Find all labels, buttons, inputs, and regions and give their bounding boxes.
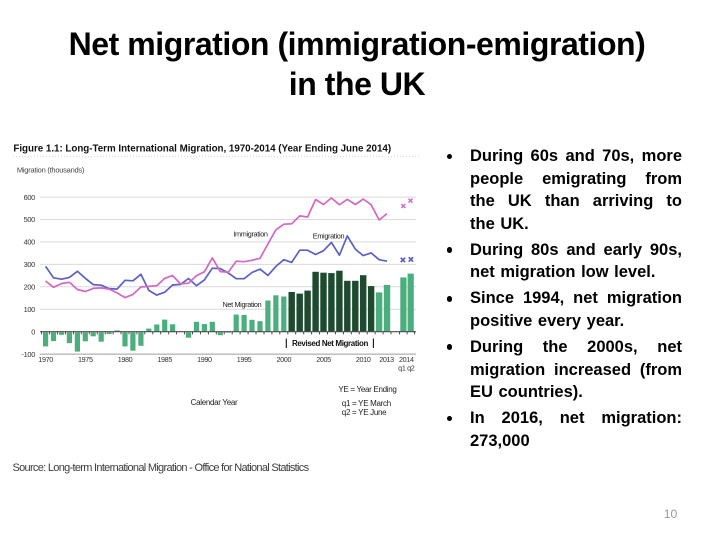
svg-text:400: 400 <box>24 238 36 247</box>
svg-text:Figure 1.1: Long-Term Internat: Figure 1.1: Long-Term International Migr… <box>13 143 391 154</box>
svg-text:q1 = YE March: q1 = YE March <box>342 399 391 408</box>
svg-text:Emigration: Emigration <box>313 231 345 240</box>
svg-text:200: 200 <box>24 283 36 292</box>
svg-text:Calendar Year: Calendar Year <box>191 398 238 407</box>
svg-text:1990: 1990 <box>197 355 212 364</box>
svg-text:100: 100 <box>24 305 36 314</box>
svg-text:2013: 2013 <box>379 355 394 364</box>
svg-text:1970: 1970 <box>38 355 53 364</box>
svg-text:2010: 2010 <box>356 355 371 364</box>
svg-text:0: 0 <box>31 327 35 336</box>
svg-text:2005: 2005 <box>316 355 331 364</box>
svg-text:1995: 1995 <box>237 355 252 364</box>
svg-text:q1 q2: q1 q2 <box>398 364 415 373</box>
svg-text:600: 600 <box>24 193 36 202</box>
svg-text:-100: -100 <box>21 350 35 359</box>
svg-text:1980: 1980 <box>118 355 133 364</box>
svg-text:Revised Net Migration: Revised Net Migration <box>292 339 369 348</box>
svg-text:2014: 2014 <box>399 355 414 364</box>
svg-text:1975: 1975 <box>78 355 93 364</box>
svg-text:Migration (thousands): Migration (thousands) <box>17 165 85 174</box>
svg-text:Net Migration: Net Migration <box>222 300 261 309</box>
svg-text:q2 = YE June: q2 = YE June <box>342 408 387 417</box>
svg-text:2000: 2000 <box>277 355 292 364</box>
svg-text:1985: 1985 <box>157 355 172 364</box>
svg-text:300: 300 <box>24 260 36 269</box>
svg-text:500: 500 <box>24 215 36 224</box>
svg-text:YE = Year Ending: YE = Year Ending <box>338 385 396 394</box>
svg-text:Immigration: Immigration <box>233 230 268 239</box>
